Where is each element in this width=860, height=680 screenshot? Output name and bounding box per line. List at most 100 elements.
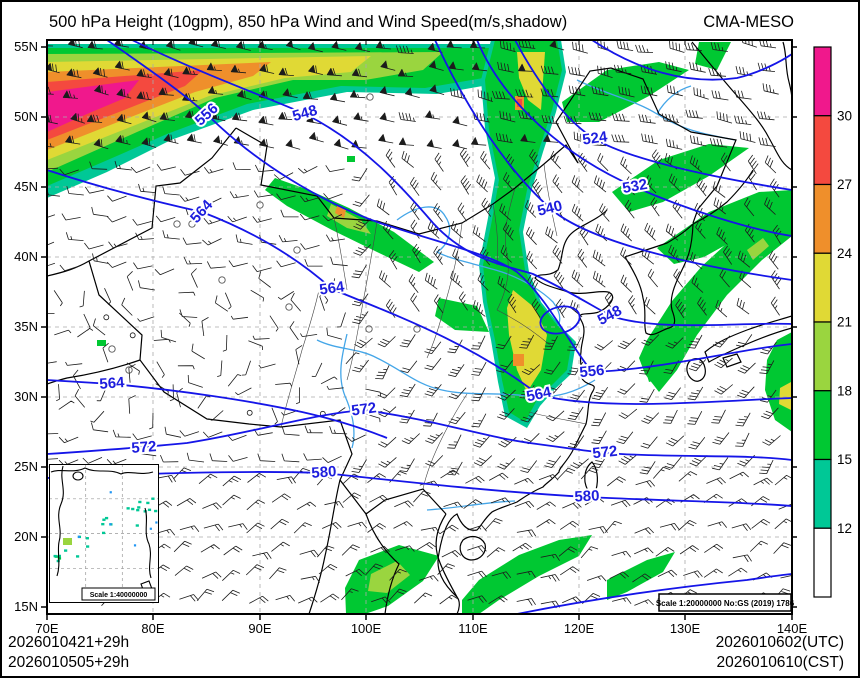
map-content: 5245325405485485565565645645645645725725…	[47, 40, 792, 614]
wind-speed-shading	[513, 354, 524, 366]
model-name-label: CMA-MESO	[703, 13, 794, 31]
lat-tick-label: 40N	[14, 249, 38, 264]
wind-speed-shading	[97, 340, 106, 346]
colorbar-label: 21	[837, 315, 852, 330]
contour-label: 548	[290, 102, 319, 125]
lon-tick-label: 130E	[670, 621, 701, 636]
height-contour	[514, 40, 792, 191]
coastline	[308, 479, 341, 614]
coastline	[782, 41, 792, 101]
wind-speed-shading	[779, 382, 791, 410]
lon-tick-label: 70E	[35, 621, 58, 636]
coastline	[437, 209, 614, 614]
colorbar-label: 15	[837, 452, 852, 467]
wind-speed-shading	[483, 40, 572, 422]
wind-barbs	[47, 40, 792, 609]
init-time-cst: 2026010505+29h	[8, 654, 130, 671]
river-line	[426, 500, 516, 511]
height-contour	[47, 169, 792, 405]
init-time-utc: 2026010421+29h	[8, 634, 130, 651]
closed-low-contour	[539, 305, 581, 335]
lon-tick-label: 90E	[248, 621, 271, 636]
contour-label: 572	[350, 399, 377, 419]
wind-barb-pennants	[47, 40, 557, 148]
contour-label: 572	[592, 443, 619, 463]
contour-label: 524	[581, 128, 609, 148]
height-contour	[476, 40, 792, 237]
river-line	[340, 333, 355, 449]
wind-speed-shading	[462, 535, 592, 614]
coastline	[235, 67, 737, 235]
height-contour	[106, 40, 792, 373]
contour-label: 548	[595, 302, 625, 329]
coastline	[624, 223, 694, 258]
contour-label: 580	[311, 463, 337, 482]
river-line	[396, 206, 561, 327]
valid-time-block: 2026010602(UTC) 2026010610(CST)	[716, 633, 844, 673]
coastline	[584, 461, 598, 495]
coastline	[47, 260, 90, 277]
height-contour	[47, 379, 388, 439]
wind-speed-shading	[335, 206, 346, 218]
valid-time-utc: 2026010602(UTC)	[715, 634, 844, 651]
lat-tick-label: 45N	[14, 179, 38, 194]
map-scale-box: Scale 1:20000000 No:GS (2019) 1786	[656, 593, 795, 612]
page-title: 500 hPa Height (10gpm), 850 hPa Wind and…	[49, 13, 568, 31]
contour-label: 572	[131, 438, 157, 457]
lat-tick-label: 55N	[14, 39, 38, 54]
contour-label: 564	[99, 374, 126, 393]
map-scale-label: Scale 1:20000000 No:GS (2019) 1786	[656, 599, 795, 608]
coastline	[88, 127, 447, 515]
lon-tick-label: 80E	[141, 621, 164, 636]
wind-speed-shading	[562, 62, 689, 122]
inset-scale-label: Scale 1:40000000	[90, 592, 148, 599]
river-line	[316, 339, 596, 398]
coastline	[686, 358, 706, 382]
wind-speed-shading	[747, 238, 769, 260]
height-contour	[434, 40, 792, 281]
height-contour	[516, 573, 792, 614]
lon-tick-label: 110E	[458, 621, 488, 636]
coastline	[692, 169, 754, 225]
coastline	[47, 359, 141, 385]
colorbar-label: 27	[837, 177, 852, 192]
colorbar-label: 12	[837, 521, 852, 536]
lon-tick-label: 100E	[351, 621, 382, 636]
colorbar-label: 18	[837, 383, 852, 398]
wind-speed-colorbar: 30 27 24 21 18 15 12	[813, 46, 853, 598]
lat-tick-label: 50N	[14, 109, 38, 124]
lon-tick-label: 140E	[777, 621, 808, 636]
contour-label: 580	[574, 487, 600, 505]
wind-speed-shading	[507, 290, 547, 392]
wind-speed-shading	[695, 42, 731, 70]
lat-tick-label: 20N	[14, 529, 38, 544]
wind-speed-shading	[435, 298, 489, 332]
wind-speed-shading	[517, 52, 545, 110]
lat-tick-label: 35N	[14, 319, 38, 334]
lat-tick-label: 15N	[14, 599, 38, 614]
contour-label: 556	[579, 362, 606, 382]
valid-time-cst: 2026010610(CST)	[716, 654, 844, 671]
colorbar-label: 30	[837, 108, 852, 123]
lat-tick-label: 30N	[14, 389, 38, 404]
coastline	[722, 353, 742, 368]
wind-speed-shading	[368, 561, 410, 593]
coastline	[624, 223, 694, 336]
wind-speed-shading	[612, 144, 749, 212]
coastline	[435, 513, 458, 598]
coastline	[459, 535, 486, 561]
wind-speed-shading	[347, 156, 355, 162]
contour-label: 564	[187, 196, 217, 226]
inset-map: Scale 1:40000000	[49, 464, 159, 603]
height-contour	[47, 409, 792, 461]
coastline	[704, 315, 792, 363]
wind-speed-shading	[643, 356, 671, 382]
colorbar-label: 24	[837, 246, 853, 261]
river-line	[656, 85, 692, 115]
height-contour	[591, 40, 792, 81]
lat-tick-label: 25N	[14, 459, 38, 474]
init-time-block: 2026010421+29h 2026010505+29h	[8, 633, 129, 673]
contour-label: 564	[318, 278, 346, 298]
